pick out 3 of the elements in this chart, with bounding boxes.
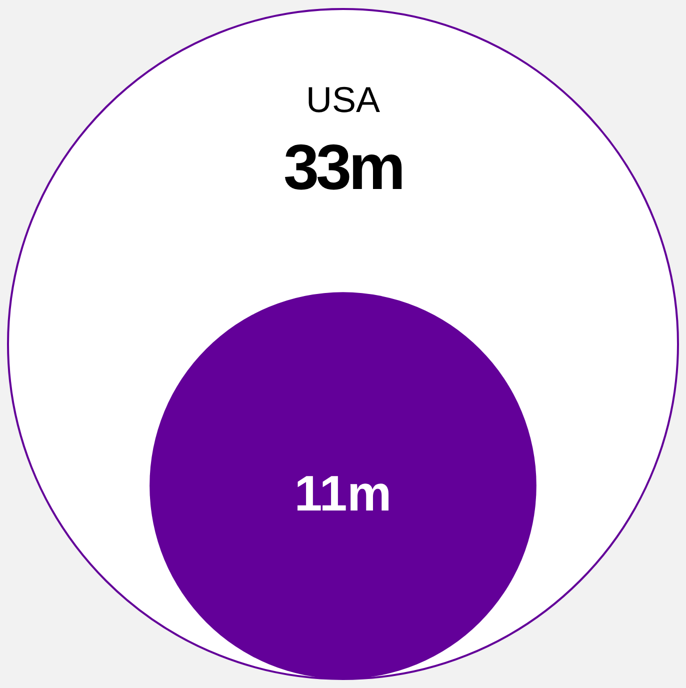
- data-label: 33m: [283, 131, 403, 203]
- data-label: 11m: [294, 466, 392, 522]
- category-label: USA: [306, 79, 380, 120]
